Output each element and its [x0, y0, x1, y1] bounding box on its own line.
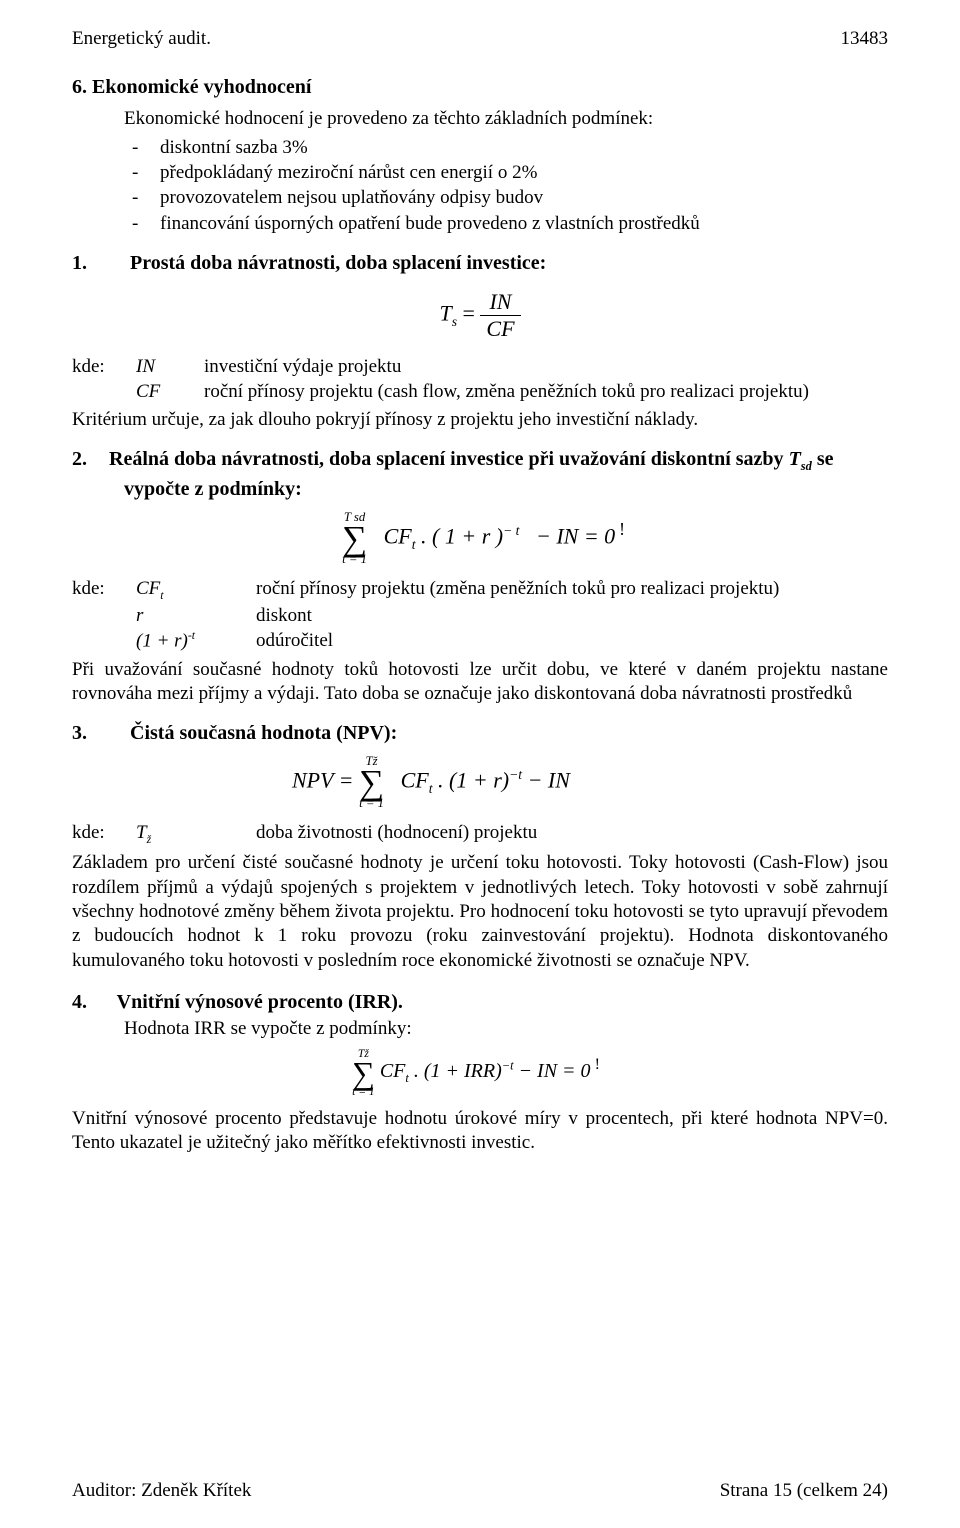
- item-4-tail: Vnitřní výnosové procento představuje ho…: [72, 1107, 888, 1156]
- sum-symbol: Tž ∑ t = 1: [359, 755, 384, 810]
- kde-desc: diskont: [256, 603, 888, 628]
- header-left: Energetický audit.: [72, 28, 211, 50]
- formula-tail: − IN: [528, 768, 570, 793]
- formula-lhs: T: [439, 300, 451, 325]
- kde-sym: CFt: [136, 576, 256, 603]
- formula-body2: . ( 1 + r ): [421, 524, 503, 549]
- item-3-title: Čistá současná hodnota (NPV):: [130, 722, 397, 745]
- item-4-subline: Hodnota IRR se vypočte z podmínky:: [124, 1018, 888, 1040]
- item-2-title-sym: T: [789, 448, 801, 470]
- item-1-formula: Ts = IN CF: [72, 289, 888, 342]
- section-6-heading: 6. Ekonomické vyhodnocení: [72, 76, 888, 99]
- sum-bot: t = 1: [359, 797, 384, 810]
- kde-desc: doba životnosti (hodnocení) projektu: [256, 820, 888, 847]
- item-3-num: 3.: [72, 722, 96, 745]
- item-1-title: Prostá doba návratnosti, doba splacení i…: [130, 252, 546, 275]
- formula-body-sub: t: [405, 1071, 408, 1085]
- item-1-heading: 1. Prostá doba návratnosti, doba splacen…: [72, 252, 888, 275]
- item-2-title-p2: se: [812, 448, 834, 470]
- item-3-heading: 3. Čistá současná hodnota (NPV):: [72, 722, 888, 745]
- item-3-kde: kde: Tž doba životnosti (hodnocení) proj…: [72, 820, 888, 847]
- formula-lhs-sub: s: [452, 314, 457, 329]
- bullet-item: -provozovatelem nejsou uplatňovány odpis…: [132, 185, 888, 210]
- fraction-num: IN: [480, 289, 520, 316]
- formula-mid: . (1 + IRR): [414, 1060, 502, 1082]
- formula-eq: =: [463, 300, 481, 325]
- item-4-heading: 4. Vnitřní výnosové procento (IRR).: [72, 991, 888, 1014]
- sum-bot: t = 1: [342, 553, 367, 566]
- bullet-text: předpokládaný meziroční nárůst cen energ…: [160, 160, 537, 185]
- formula-tail: − IN = 0: [536, 524, 615, 549]
- formula-body: CF: [380, 1060, 406, 1082]
- formula-body-sub: t: [429, 781, 433, 796]
- item-1-kde: kde: IN investiční výdaje projektu CF ro…: [72, 354, 888, 404]
- formula-exp: − t: [503, 523, 519, 538]
- sum-symbol: Tž ∑ t = 1: [352, 1048, 375, 1097]
- item-2-formula: T sd ∑ t = 1 CFt . ( 1 + r )− t − IN = 0…: [72, 511, 888, 566]
- item-1-tail: Kritérium určuje, za jak dlouho pokryjí …: [72, 408, 888, 432]
- kde-sym: (1 + r)-t: [136, 628, 256, 653]
- bullet-item: -předpokládaný meziroční nárůst cen ener…: [132, 160, 888, 185]
- kde-sym: CF: [136, 379, 204, 404]
- footer-left: Auditor: Zdeněk Křítek: [72, 1480, 251, 1502]
- item-2-kde: kde: CFt roční přínosy projektu (změna p…: [72, 576, 888, 654]
- section-6-bullets: -diskontní sazba 3% -předpokládaný mezir…: [132, 135, 888, 235]
- item-2-title-symsub: sd: [801, 459, 812, 473]
- formula-body: CF: [401, 768, 429, 793]
- formula-lhs: NPV =: [292, 768, 359, 793]
- kde-label: kde:: [72, 820, 136, 847]
- kde-desc: roční přínosy projektu (cash flow, změna…: [204, 379, 888, 404]
- page: Energetický audit. 13483 6. Ekonomické v…: [0, 0, 960, 1528]
- item-3-tail: Základem pro určení čisté současné hodno…: [72, 851, 888, 973]
- section-6-intro: Ekonomické hodnocení je provedeno za těc…: [72, 107, 888, 131]
- kde-label: kde:: [72, 576, 136, 603]
- item-2-num: 2.: [72, 448, 87, 471]
- bullet-text: financování úsporných opatření bude prov…: [160, 211, 700, 236]
- item-2-heading: 2. Reálná doba návratnosti, doba splacen…: [72, 448, 888, 474]
- item-4-num: 4.: [72, 991, 87, 1013]
- kde-desc: investiční výdaje projektu: [204, 354, 888, 379]
- fraction-den: CF: [480, 316, 520, 342]
- bullet-item: -diskontní sazba 3%: [132, 135, 888, 160]
- formula-body1-sub: t: [412, 537, 416, 552]
- item-2-heading-line2: vypočte z podmínky:: [124, 478, 888, 501]
- header-right: 13483: [841, 28, 889, 50]
- formula-mid: . (1 + r): [438, 768, 509, 793]
- item-1-num: 1.: [72, 252, 96, 275]
- footer-right: Strana 15 (celkem 24): [720, 1480, 888, 1502]
- kde-sym: Tž: [136, 820, 256, 847]
- item-4-formula: Tž ∑ t = 1 CFt . (1 + IRR)−t − IN = 0!: [72, 1048, 888, 1097]
- formula-exp: −t: [509, 767, 522, 782]
- kde-desc: roční přínosy projektu (změna peněžních …: [256, 576, 888, 603]
- bullet-item: -financování úsporných opatření bude pro…: [132, 211, 888, 236]
- item-4-title: Vnitřní výnosové procento (IRR).: [117, 991, 403, 1013]
- section-6-title: Ekonomické vyhodnocení: [92, 76, 311, 98]
- item-2-tail: Při uvažování současné hodnoty toků hoto…: [72, 658, 888, 707]
- item-3-formula: NPV = Tž ∑ t = 1 CFt . (1 + r)−t − IN: [72, 755, 888, 810]
- kde-desc: odúročitel: [256, 628, 888, 653]
- sum-symbol: T sd ∑ t = 1: [342, 511, 367, 566]
- kde-label: kde:: [72, 354, 136, 379]
- sum-bot: t = 1: [352, 1086, 375, 1098]
- kde-sym: IN: [136, 354, 204, 379]
- item-2-title-p1: Reálná doba návratnosti, doba splacení i…: [109, 448, 789, 470]
- formula-tail: − IN = 0: [519, 1060, 591, 1082]
- fraction: IN CF: [480, 289, 520, 342]
- page-footer: Auditor: Zdeněk Křítek Strana 15 (celkem…: [72, 1480, 888, 1502]
- section-6-num: 6.: [72, 76, 87, 98]
- bullet-text: provozovatelem nejsou uplatňovány odpisy…: [160, 185, 543, 210]
- formula-exp: −t: [502, 1058, 514, 1072]
- formula-body1: CF: [384, 524, 412, 549]
- kde-sym: r: [136, 603, 256, 628]
- bullet-text: diskontní sazba 3%: [160, 135, 308, 160]
- page-header: Energetický audit. 13483: [72, 28, 888, 50]
